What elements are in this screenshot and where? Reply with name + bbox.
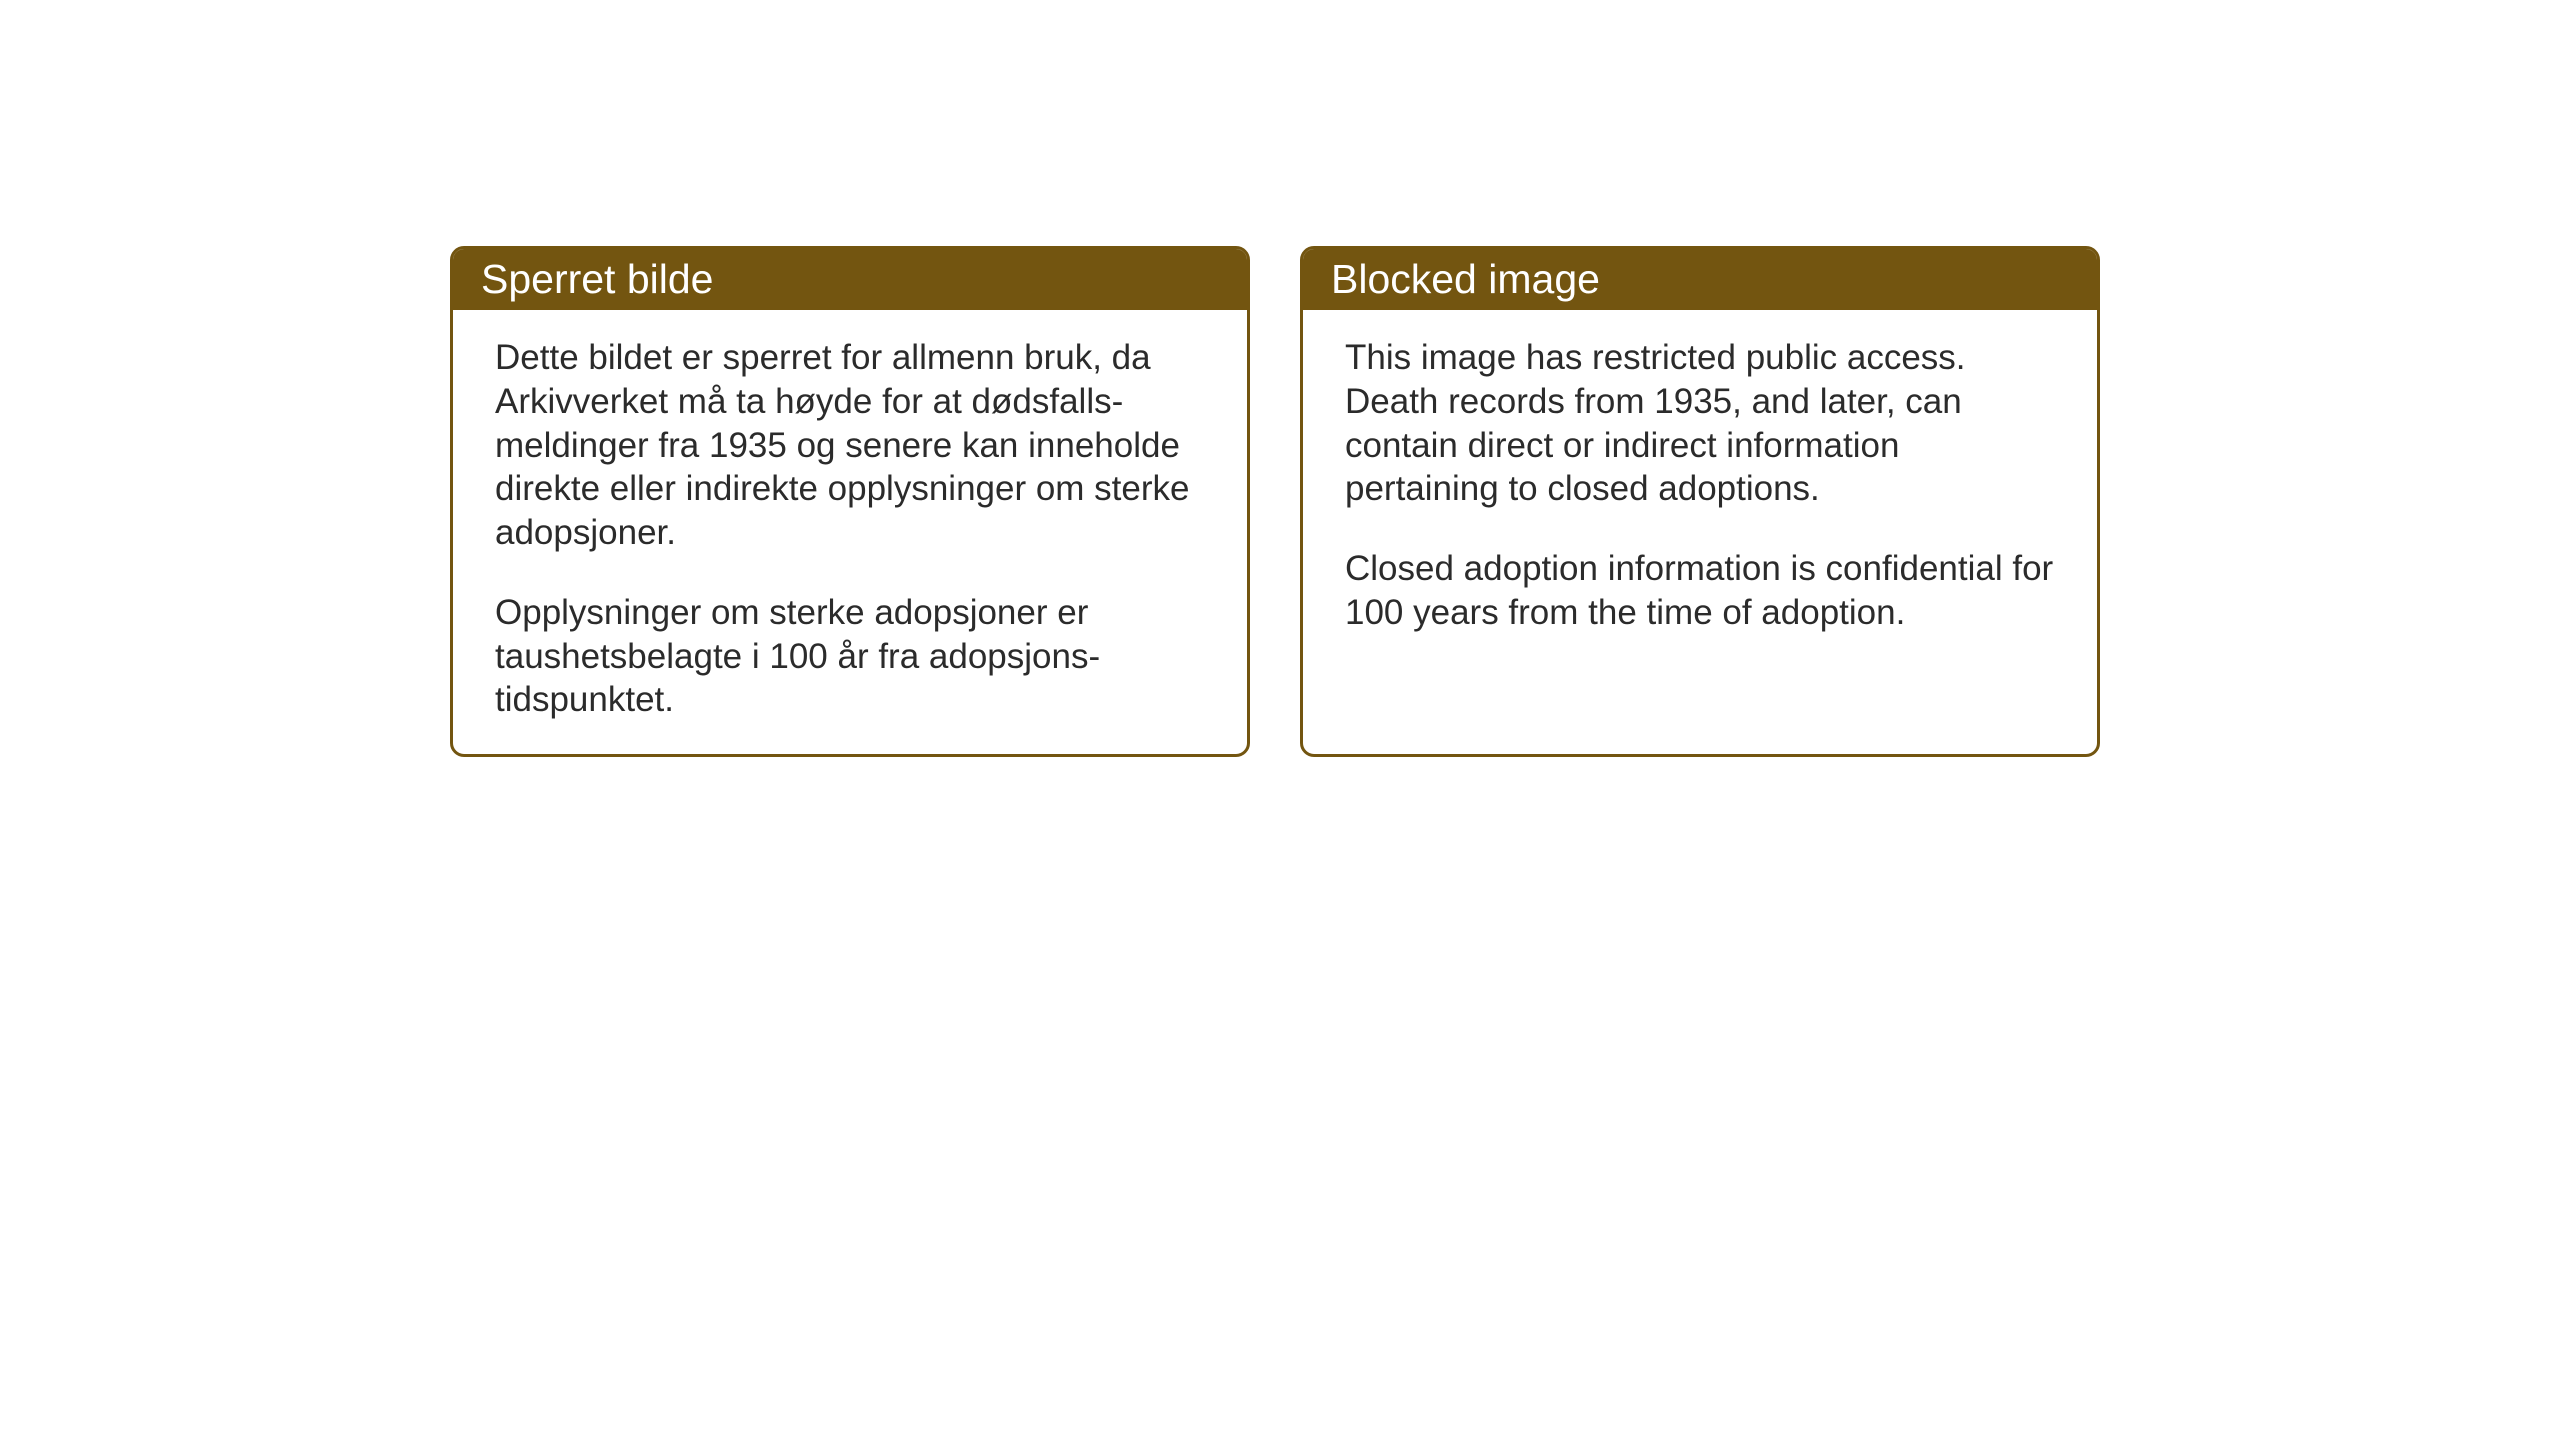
norwegian-paragraph-1: Dette bildet er sperret for allmenn bruk… bbox=[495, 336, 1205, 555]
norwegian-notice-card: Sperret bilde Dette bildet er sperret fo… bbox=[450, 246, 1250, 757]
english-notice-card: Blocked image This image has restricted … bbox=[1300, 246, 2100, 757]
english-paragraph-1: This image has restricted public access.… bbox=[1345, 336, 2055, 511]
notice-cards-container: Sperret bilde Dette bildet er sperret fo… bbox=[450, 246, 2100, 757]
english-card-title: Blocked image bbox=[1303, 249, 2097, 310]
norwegian-card-body: Dette bildet er sperret for allmenn bruk… bbox=[453, 310, 1247, 754]
norwegian-paragraph-2: Opplysninger om sterke adopsjoner er tau… bbox=[495, 591, 1205, 722]
english-card-body: This image has restricted public access.… bbox=[1303, 310, 2097, 667]
norwegian-card-title: Sperret bilde bbox=[453, 249, 1247, 310]
english-paragraph-2: Closed adoption information is confident… bbox=[1345, 547, 2055, 635]
